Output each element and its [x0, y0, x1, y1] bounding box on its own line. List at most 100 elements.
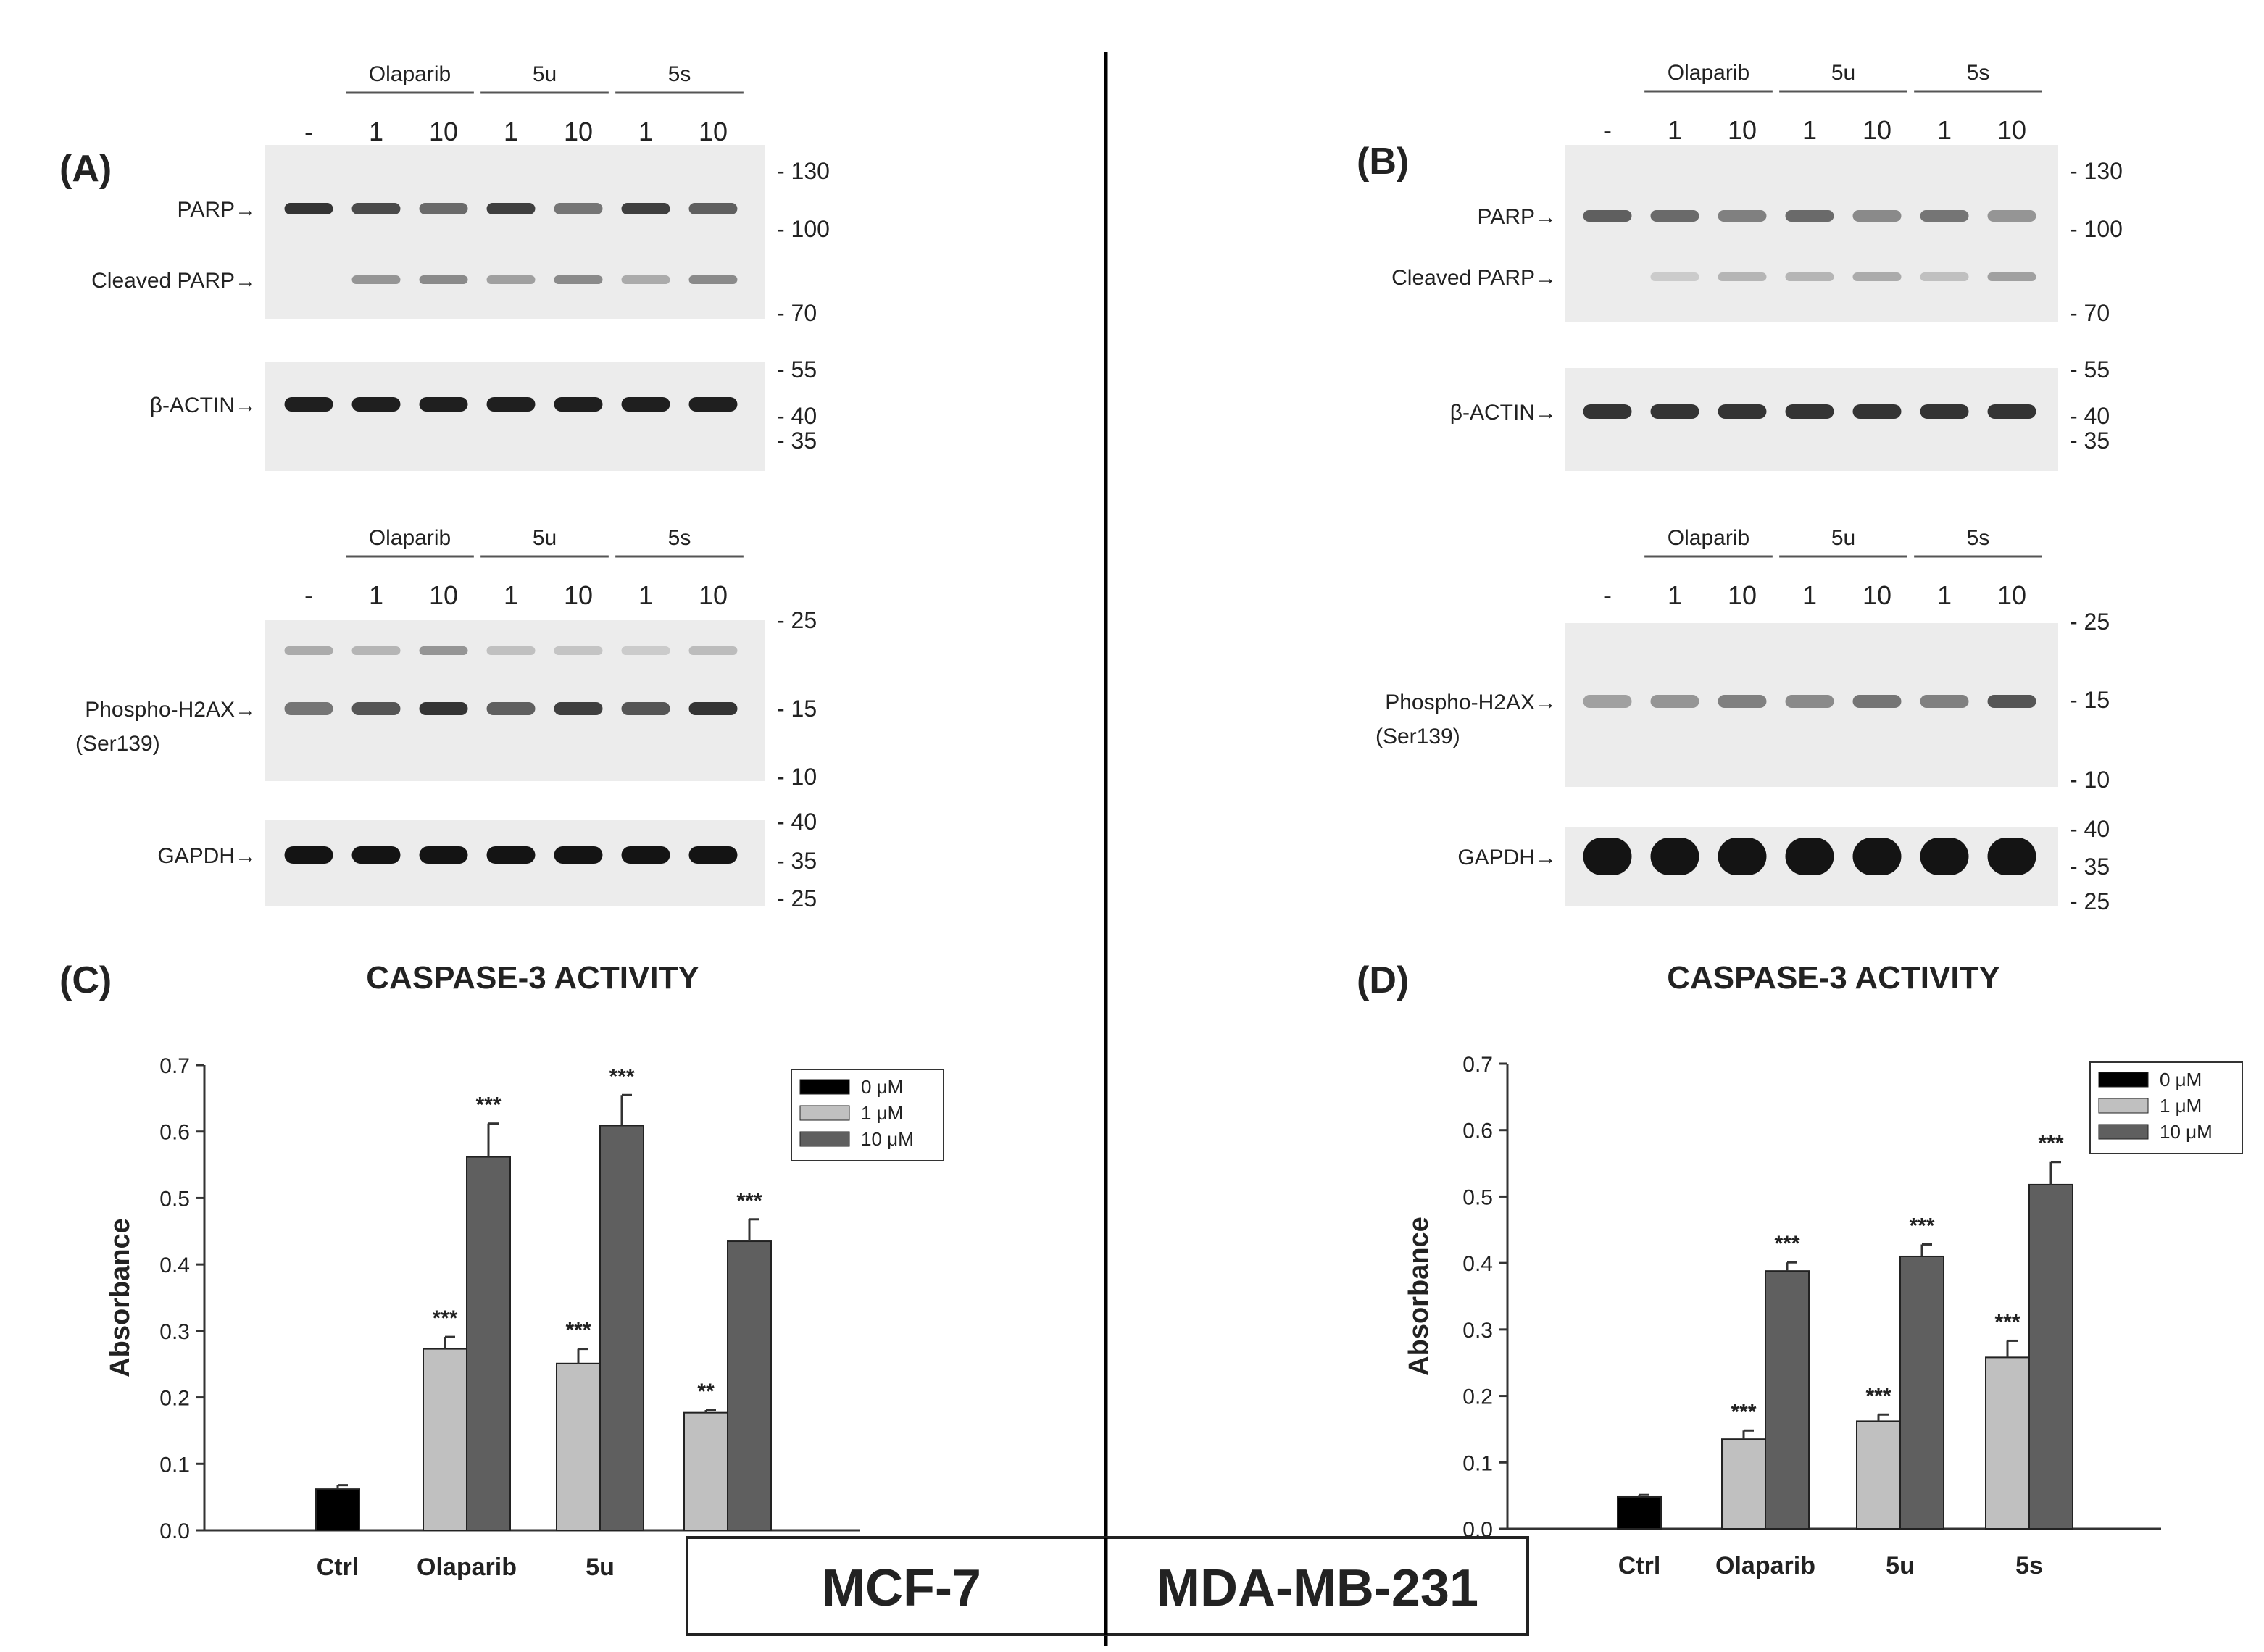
cleaved-parp-band-3	[486, 275, 536, 284]
gapdh-band-6	[688, 846, 738, 864]
significance-2-2: ***	[609, 1064, 634, 1088]
cleaved-parp-band-4	[1852, 272, 1902, 281]
lane-label-6: 10	[1997, 115, 2026, 145]
lane-label-3: 1	[504, 580, 518, 610]
y-axis-label: Absorbance	[1404, 1217, 1434, 1376]
parp-band-6	[1987, 210, 2036, 222]
treatment-label-0: Olaparib	[369, 526, 451, 550]
significance-2-1: ***	[565, 1319, 591, 1343]
significance-1-2: ***	[475, 1093, 501, 1117]
significance-3-2: ***	[2038, 1132, 2063, 1156]
legend-swatch-1	[2098, 1098, 2149, 1114]
actin-band-3	[486, 397, 536, 412]
actin-band-6	[688, 397, 738, 412]
significance-2-2: ***	[1909, 1214, 1934, 1238]
cleaved-parp-band-6	[1987, 272, 2036, 281]
h2ax-band-5	[621, 702, 670, 715]
actin-band-2	[1718, 404, 1767, 419]
y-tick-label-0: 0.0	[159, 1519, 190, 1543]
caspase-chart-mdamb231: CASPASE-3 ACTIVITY0.00.10.20.30.40.50.60…	[1404, 960, 2243, 1580]
bar-3-2	[727, 1240, 772, 1531]
gapdh-marker-1: - 35	[777, 848, 817, 874]
chart-title: CASPASE-3 ACTIVITY	[366, 960, 699, 996]
h2ax-band-6	[688, 702, 738, 715]
cleaved-parp-band-6	[688, 275, 738, 284]
parp-band-5	[1920, 210, 1969, 222]
parp-band-2	[1718, 210, 1767, 222]
bar-3-1	[683, 1411, 728, 1532]
cleaved-parp-row-label: Cleaved PARP→	[1391, 266, 1557, 290]
cleaved-parp-band-5	[621, 275, 670, 284]
significance-1-1: ***	[432, 1306, 457, 1330]
lane-label-4: 10	[564, 117, 593, 146]
h2ax-band-3	[1785, 695, 1834, 708]
lane-label-2: 10	[1728, 580, 1757, 610]
actin-band-2	[419, 397, 468, 412]
h2ax-band-0	[284, 702, 333, 715]
lane-label-4: 10	[1863, 580, 1891, 610]
h2ax-band-4	[554, 702, 603, 715]
legend-label-0: 0 μM	[2160, 1069, 2202, 1090]
panel-label-a: (A)	[59, 148, 112, 190]
gapdh-band-0	[1583, 838, 1632, 875]
lane-label-0: -	[304, 580, 313, 610]
gapdh-band-4	[554, 846, 603, 864]
y-tick-label-4: 0.4	[1462, 1252, 1493, 1276]
treatment-label-2: 5s	[1967, 526, 1990, 550]
cleaved-parp-band-5	[1920, 272, 1969, 281]
h2ax-upper-band-1	[351, 646, 401, 655]
actin-marker-0: - 55	[777, 356, 817, 383]
chart-title: CASPASE-3 ACTIVITY	[1667, 960, 2000, 996]
parp-band-3	[1785, 210, 1834, 222]
lane-label-3: 1	[1802, 580, 1817, 610]
legend-label-2: 10 μM	[861, 1128, 914, 1150]
gapdh-band-2	[1718, 838, 1767, 875]
parp-marker-1: - 100	[777, 216, 830, 242]
cleaved-parp-band-1	[1650, 272, 1699, 281]
lane-label-1: 1	[1668, 115, 1682, 145]
x-tick-label-0: Ctrl	[317, 1553, 359, 1581]
x-tick-label-1: Olaparib	[1715, 1552, 1815, 1580]
panel-label-b: (B)	[1357, 141, 1409, 183]
y-tick-label-4: 0.4	[159, 1253, 190, 1277]
bar-3-1	[1985, 1356, 2030, 1530]
y-tick-label-6: 0.6	[159, 1121, 190, 1145]
actin-marker-1: - 40	[777, 403, 817, 429]
parp-marker-1: - 100	[2070, 216, 2123, 242]
gapdh-marker-2: - 25	[777, 885, 817, 911]
gapdh-marker-0: - 40	[777, 809, 817, 835]
legend-label-2: 10 μM	[2160, 1121, 2213, 1143]
western-blot-mdamb231: Olaparib 5u 5s - 1 10 1 10 1 10 PARP→ Cleaved PARP→…	[1376, 61, 2123, 914]
y-tick-label-7: 0.7	[1462, 1053, 1493, 1077]
parp-marker-0: - 130	[2070, 158, 2123, 184]
lane-label-2: 10	[1728, 115, 1757, 145]
actin-band-3	[1785, 404, 1834, 419]
h2ax-row-sublabel: (Ser139)	[75, 732, 160, 756]
cleaved-parp-band-2	[1718, 272, 1767, 281]
cell-line-right: MDA-MB-231	[1157, 1559, 1478, 1617]
h2ax-upper-band-3	[486, 646, 536, 655]
y-tick-label-2: 0.2	[159, 1387, 190, 1411]
caspase-chart-mcf7: CASPASE-3 ACTIVITY 0.0 0.1 0.2 0.3 0.4 0.5 0.6 0…	[105, 960, 944, 1581]
actin-band-5	[621, 397, 670, 412]
gapdh-band-1	[351, 846, 401, 864]
h2ax-upper-band-0	[284, 646, 333, 655]
lane-label-5: 1	[1937, 115, 1952, 145]
cell-line-box: MCF-7 MDA-MB-231	[686, 1536, 1529, 1636]
h2ax-upper-band-6	[688, 646, 738, 655]
panel-label-d: (D)	[1357, 959, 1409, 1001]
parp-band-6	[688, 203, 738, 214]
h2ax-band-3	[486, 702, 536, 715]
actin-row-label: β-ACTIN→	[150, 393, 257, 417]
lane-label-2: 10	[429, 580, 458, 610]
x-tick-label-2: 5u	[1886, 1552, 1915, 1580]
parp-band-0	[1583, 210, 1632, 222]
lane-label-4: 10	[564, 580, 593, 610]
treatment-label-1: 5u	[1831, 61, 1855, 85]
actin-marker-2: - 35	[2070, 427, 2110, 454]
actin-row-label: β-ACTIN→	[1450, 401, 1557, 425]
h2ax-upper-band-4	[554, 646, 603, 655]
lane-label-6: 10	[1997, 580, 2026, 610]
parp-membrane	[265, 145, 765, 319]
western-blot-mcf7: Olaparib 5u 5s - 1 10 1 10 1 10 PARP→ Cleaved PARP→…	[75, 62, 830, 911]
